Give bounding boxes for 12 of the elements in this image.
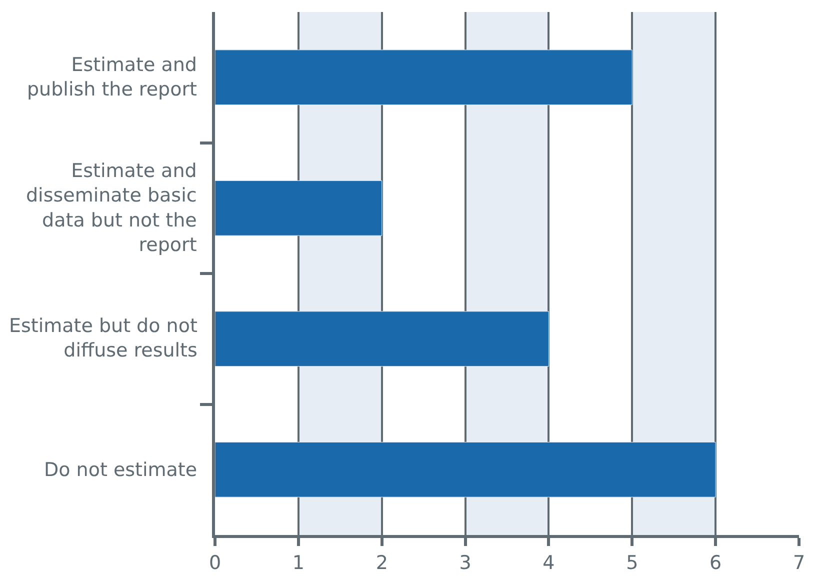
y-tick-label: Estimate and disseminate basic data but not the report	[26, 160, 197, 256]
x-tick-label: 7	[792, 552, 806, 574]
x-tick-label: 1	[292, 552, 304, 574]
x-tick-label: 6	[710, 552, 722, 574]
x-tick-label: 0	[208, 552, 222, 574]
x-tick-label: 4	[542, 552, 555, 574]
y-tick-label: Estimate but do not diffuse results	[9, 315, 198, 362]
x-tick-label: 2	[376, 552, 388, 574]
x-tick-label: 3	[459, 552, 472, 574]
y-tick-label: Do not estimate	[44, 459, 198, 481]
x-tick-label: 5	[626, 552, 638, 574]
y-tick-label: Estimate and publish the report	[27, 54, 197, 101]
